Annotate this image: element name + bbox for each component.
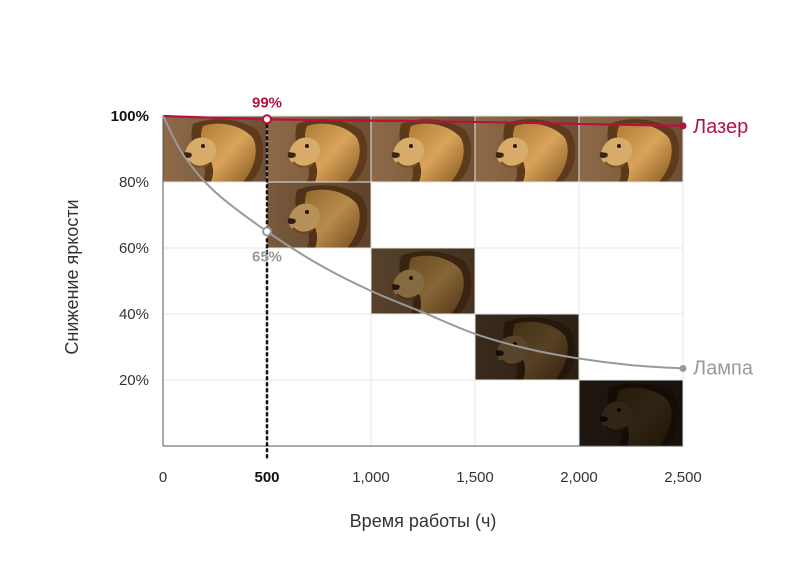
annotation-label-2: 65% xyxy=(252,249,282,266)
series-line-laser xyxy=(162,114,684,127)
lion-tile-7 xyxy=(371,248,475,314)
annotation-label-1: 99% xyxy=(252,94,282,111)
annotation-point-2 xyxy=(262,226,272,237)
annotation-point-1 xyxy=(262,114,272,125)
x-tick-label: 0 xyxy=(159,469,167,486)
y-tick-label: 40% xyxy=(119,306,149,323)
y-tick-label: 100% xyxy=(111,108,149,125)
lion-tile-dim xyxy=(371,248,475,314)
y-tick-label: 20% xyxy=(119,372,149,389)
x-axis-title: Время работы (ч) xyxy=(350,511,497,531)
y-tick-label: 80% xyxy=(119,174,149,191)
lion-tile-4 xyxy=(475,116,579,182)
grid-lines xyxy=(163,115,684,446)
lion-tile-2 xyxy=(267,116,371,182)
lion-tile-8 xyxy=(475,314,579,380)
lion-tile-dim xyxy=(267,182,371,248)
series-label-lamp: Лампа xyxy=(693,357,754,379)
x-tick-label: 500 xyxy=(254,469,279,486)
lion-tile-9 xyxy=(579,380,683,446)
series-end-dot-laser xyxy=(679,122,687,130)
y-axis-title: Снижение яркости xyxy=(62,199,82,354)
lion-tile-dim xyxy=(579,380,683,446)
series-label-laser: Лазер xyxy=(693,116,748,138)
chart-labels: Лазер Лампа 99% 65% xyxy=(252,94,754,379)
x-tick-label: 2,000 xyxy=(560,469,598,486)
series-line-lamp xyxy=(162,115,684,370)
lion-tile-dim xyxy=(475,314,579,380)
series-lines xyxy=(162,114,687,372)
x-tick-label: 1,500 xyxy=(456,469,494,486)
lion-tile-6 xyxy=(267,182,371,248)
x-tick-label: 1,000 xyxy=(352,469,390,486)
x-tick-label: 2,500 xyxy=(664,469,702,486)
lion-image-tiles xyxy=(163,116,683,446)
axes xyxy=(162,116,683,447)
tick-labels: 100% 80% 60% 40% 20% 0 500 1,000 1,500 2,000 2,500 xyxy=(111,108,702,486)
series-end-dot-lamp xyxy=(679,364,687,372)
y-tick-label: 60% xyxy=(119,240,149,257)
lion-tile-3 xyxy=(371,116,475,182)
